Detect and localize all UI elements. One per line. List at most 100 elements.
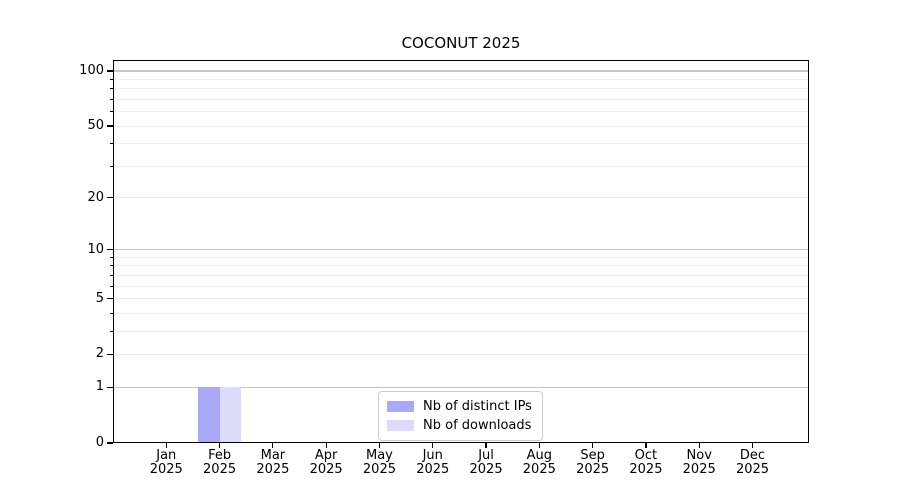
bar-nb-of-distinct-ips-feb-2025 [198, 387, 220, 442]
gridline-major [114, 70, 808, 72]
y-tick-label: 0 [95, 435, 104, 450]
gridline-major [114, 386, 808, 388]
y-minor-tick-mark [110, 312, 113, 314]
x-tick-year: 2025 [309, 461, 343, 477]
x-tick-label: Nov 2025 [671, 449, 727, 476]
gridline-minor [114, 143, 808, 145]
y-minor-tick-mark [110, 98, 113, 100]
gridline-minor [114, 298, 808, 300]
gridline-minor [114, 256, 808, 258]
x-tick-year: 2025 [256, 461, 290, 477]
x-tick-label: Apr 2025 [298, 449, 354, 476]
gridline-minor [114, 98, 808, 100]
x-tick-year: 2025 [629, 461, 663, 477]
gridline-minor [114, 330, 808, 332]
x-tick-year: 2025 [203, 461, 237, 477]
x-tick-month: Sep [580, 448, 605, 463]
legend-swatch-icon [387, 420, 414, 431]
y-tick-mark [106, 125, 113, 127]
x-tick-mark [432, 443, 434, 448]
legend-item: Nb of distinct IPs [387, 397, 532, 416]
x-tick-label: Dec 2025 [725, 449, 781, 476]
gridline-minor [114, 312, 808, 314]
plot-area [113, 60, 809, 443]
x-tick-month: Jan [156, 448, 177, 463]
x-tick-year: 2025 [682, 461, 716, 477]
x-tick-label: Sep 2025 [565, 449, 621, 476]
y-tick-mark [106, 70, 113, 72]
y-tick-mark [106, 196, 113, 199]
x-tick-month: Jul [478, 448, 494, 463]
gridline-minor [114, 125, 808, 127]
x-tick-mark [698, 443, 700, 448]
x-tick-label: Aug 2025 [511, 449, 567, 476]
gridline-minor [114, 197, 808, 199]
gridline-major [114, 249, 808, 251]
gridline-minor [114, 111, 808, 113]
x-tick-label: Jul 2025 [458, 449, 514, 476]
x-tick-mark [592, 443, 594, 448]
gridline-minor [114, 78, 808, 80]
y-tick-label: 10 [87, 241, 104, 257]
x-tick-year: 2025 [576, 461, 610, 477]
x-tick-year: 2025 [362, 461, 396, 477]
x-tick-label: Jun 2025 [405, 449, 461, 476]
x-tick-label: Oct 2025 [618, 449, 674, 476]
y-minor-tick-mark [110, 274, 113, 276]
gridline-minor [114, 165, 808, 167]
x-tick-label: Feb 2025 [192, 449, 248, 476]
gridline-minor [114, 88, 808, 90]
y-minor-tick-mark [110, 256, 113, 258]
bar-nb-of-downloads-feb-2025 [219, 387, 241, 442]
gridline-minor [114, 285, 808, 287]
x-tick-mark [218, 443, 221, 448]
y-minor-tick-mark [110, 285, 113, 287]
x-tick-mark [325, 443, 327, 448]
x-tick-month: Feb [208, 448, 232, 463]
legend-swatch-icon [387, 401, 414, 412]
x-tick-month: Apr [314, 448, 338, 463]
legend-label: Nb of distinct IPs [423, 399, 532, 414]
x-tick-month: Oct [634, 448, 658, 463]
x-tick-month: Nov [686, 448, 712, 463]
y-minor-tick-mark [110, 78, 113, 80]
y-tick-mark [106, 442, 113, 444]
gridline-minor [114, 274, 808, 276]
y-minor-tick-mark [110, 88, 113, 90]
x-tick-month: Mar [260, 448, 286, 463]
y-tick-label: 100 [79, 62, 104, 78]
x-tick-mark [751, 443, 754, 448]
y-tick-mark [106, 353, 113, 356]
y-tick-label: 2 [95, 346, 104, 362]
x-tick-month: Aug [526, 448, 553, 463]
x-tick-month: Dec [739, 448, 766, 463]
y-minor-tick-mark [110, 143, 113, 145]
y-tick-mark [106, 249, 113, 251]
x-tick-label: Jan 2025 [138, 449, 194, 476]
y-minor-tick-mark [110, 165, 113, 167]
x-tick-year: 2025 [469, 461, 503, 477]
y-minor-tick-mark [110, 265, 113, 267]
y-tick-mark [106, 297, 113, 300]
legend-label: Nb of downloads [423, 418, 532, 433]
x-tick-year: 2025 [149, 461, 183, 477]
gridline-minor [114, 353, 808, 355]
x-tick-month: May [366, 448, 393, 463]
x-tick-label: Mar 2025 [245, 449, 301, 476]
y-tick-label: 5 [95, 290, 104, 306]
y-tick-mark [106, 386, 113, 388]
x-tick-year: 2025 [735, 461, 770, 477]
y-minor-tick-mark [110, 111, 113, 113]
x-tick-label: May 2025 [351, 449, 407, 476]
y-tick-label: 50 [87, 118, 104, 134]
x-tick-mark [272, 443, 274, 448]
y-minor-tick-mark [110, 330, 113, 332]
legend-item: Nb of downloads [387, 416, 532, 435]
y-tick-label: 1 [95, 379, 104, 395]
x-tick-mark [378, 443, 381, 448]
x-tick-mark [485, 443, 487, 448]
x-tick-mark [645, 443, 647, 448]
chart-title: COCONUT 2025 [401, 34, 521, 52]
legend: Nb of distinct IPs Nb of downloads [378, 391, 543, 441]
